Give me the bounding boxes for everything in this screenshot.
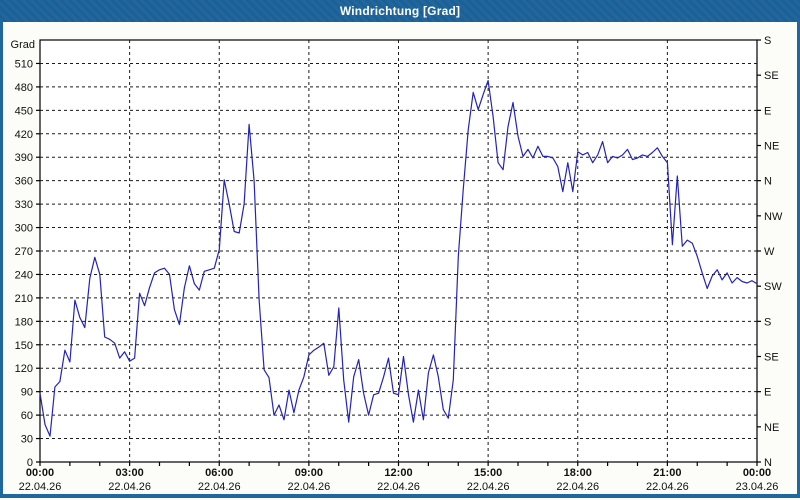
compass-label: SW (764, 281, 782, 293)
window-border-bottom (0, 494, 800, 498)
x-time-label: 21:00 (653, 467, 681, 479)
y-left-tick-label: 360 (15, 176, 33, 188)
y-left-tick-label: 30 (21, 434, 33, 446)
y-left-tick-label: 210 (15, 293, 33, 305)
x-time-label: 06:00 (205, 467, 233, 479)
y-left-tick-label: 0 (27, 457, 33, 469)
y-left-tick-label: 240 (15, 269, 33, 281)
compass-label: S (764, 35, 771, 47)
compass-label: N (764, 176, 772, 188)
compass-label: E (764, 387, 771, 399)
window-titlebar[interactable]: Windrichtung [Grad] (0, 0, 800, 22)
x-time-label: 00:00 (743, 467, 771, 479)
x-time-label: 03:00 (116, 467, 144, 479)
y-left-tick-label: 300 (15, 223, 33, 235)
compass-label: NE (764, 141, 779, 153)
x-time-label: 15:00 (474, 467, 502, 479)
window-border-left (0, 22, 3, 494)
y-left-tick-label: 150 (15, 340, 33, 352)
x-date-label: 22.04.26 (646, 481, 689, 493)
compass-label: W (764, 246, 775, 258)
x-date-label: 22.04.26 (108, 481, 151, 493)
y-left-tick-label: 480 (15, 82, 33, 94)
x-date-label: 22.04.26 (377, 481, 420, 493)
wind-direction-chart: 0 30 60 90 120 150 180 210 240 270 300 330 360 390 420… (11, 35, 783, 493)
y-left-tick-label: 270 (15, 246, 33, 258)
window-title: Windrichtung [Grad] (339, 4, 461, 18)
x-date-label: 22.04.26 (19, 481, 62, 493)
y-left-tick-label: 390 (15, 152, 33, 164)
compass-label: NE (764, 422, 779, 434)
x-date-label: 22.04.26 (287, 481, 330, 493)
x-date-label: 22.04.26 (198, 481, 241, 493)
compass-label: NW (764, 211, 783, 223)
y-left-tick-label: 330 (15, 199, 33, 211)
window-border-right (797, 22, 800, 494)
y-left-tick-label: 90 (21, 387, 33, 399)
x-date-label: 23.04.26 (736, 481, 779, 493)
y-left-tick-label: 180 (15, 316, 33, 328)
compass-label: E (764, 105, 771, 117)
compass-label: SE (764, 352, 779, 364)
compass-label: N (764, 457, 772, 469)
x-date-label: 22.04.26 (467, 481, 510, 493)
x-time-label: 09:00 (295, 467, 323, 479)
wind-direction-line (39, 79, 758, 437)
x-time-label: 12:00 (384, 467, 412, 479)
y-left-tick-label: 450 (15, 105, 33, 117)
x-date-label: 22.04.26 (556, 481, 599, 493)
y-left-tick-label: 510 (15, 58, 33, 70)
y-axis-unit-label: Grad (11, 39, 35, 51)
compass-label: S (764, 316, 771, 328)
x-time-label: 00:00 (26, 467, 54, 479)
chart-area: 0 30 60 90 120 150 180 210 240 270 300 330 360 390 420… (3, 22, 797, 494)
y-left-tick-label: 120 (15, 363, 33, 375)
y-left-tick-label: 420 (15, 129, 33, 141)
y-left-tick-label: 60 (21, 410, 33, 422)
x-time-label: 18:00 (564, 467, 592, 479)
compass-label: SE (764, 70, 779, 82)
